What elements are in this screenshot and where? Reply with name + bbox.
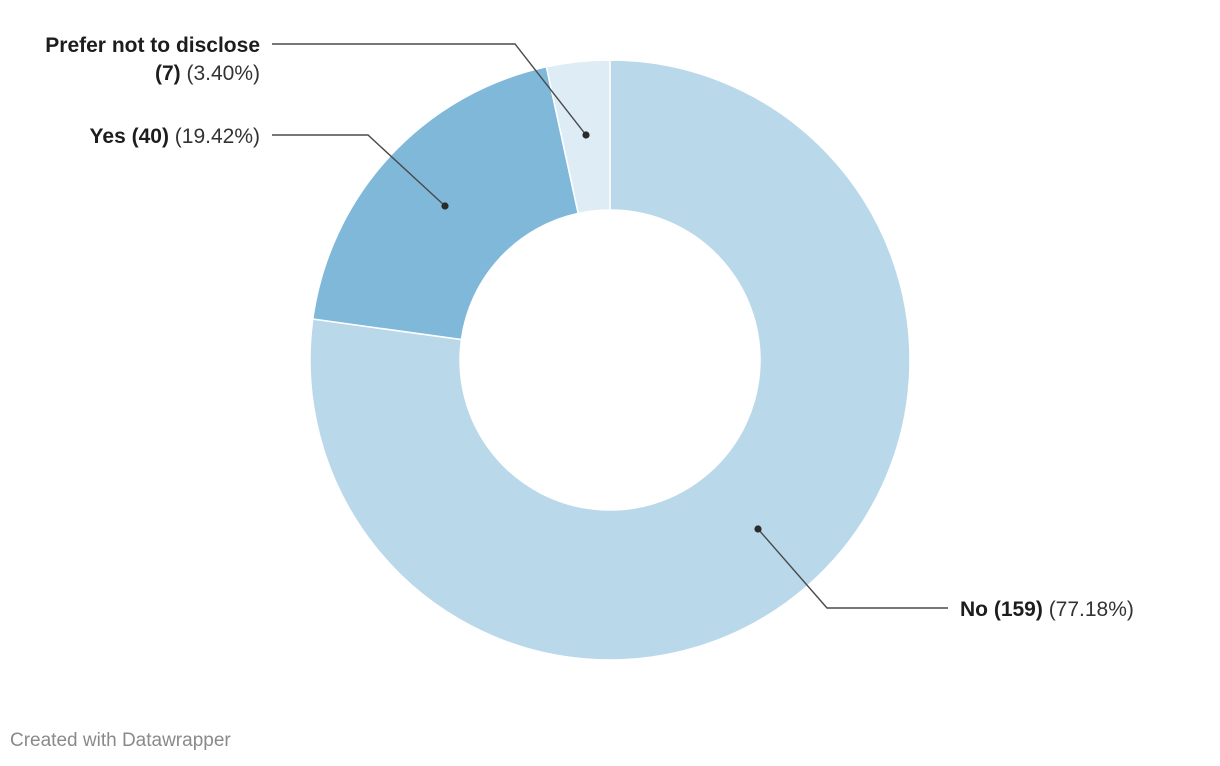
label-no-percent: (77.18%) [1049,598,1134,621]
slice-prefer-not-to-disclose [545,59,611,215]
slice-no [309,59,911,661]
leader-dot-yes [441,202,449,210]
label-no-name: No [960,598,994,621]
label-prefer-not-line2: (7) (3.40%) [155,62,260,85]
donut-slices [309,59,911,661]
leader-line-no [757,528,948,609]
leader-dot-no [754,525,762,533]
label-prefer-not-percent: (3.40%) [186,62,260,85]
label-yes: Yes (40) (19.42%) [90,125,260,148]
slice-labels: Prefer not to disclose (7) (3.40%) Yes (… [45,34,1134,621]
leader-line-yes [272,134,446,207]
label-prefer-not-name: Prefer not to disclose [45,34,260,57]
label-no-count: (159) [994,598,1049,621]
label-prefer-not-count: (7) [155,62,187,85]
label-yes-percent: (19.42%) [175,125,260,148]
label-yes-name: Yes [90,125,132,148]
credit-footer: Created with Datawrapper [10,730,231,751]
leader-line-prefer-not [272,43,587,136]
label-yes-count: (40) [132,125,175,148]
label-prefer-not-line1: Prefer not to disclose [45,34,260,57]
leader-dot-prefer-not [582,131,590,139]
leader-lines [272,43,948,609]
label-no: No (159) (77.18%) [960,598,1134,621]
